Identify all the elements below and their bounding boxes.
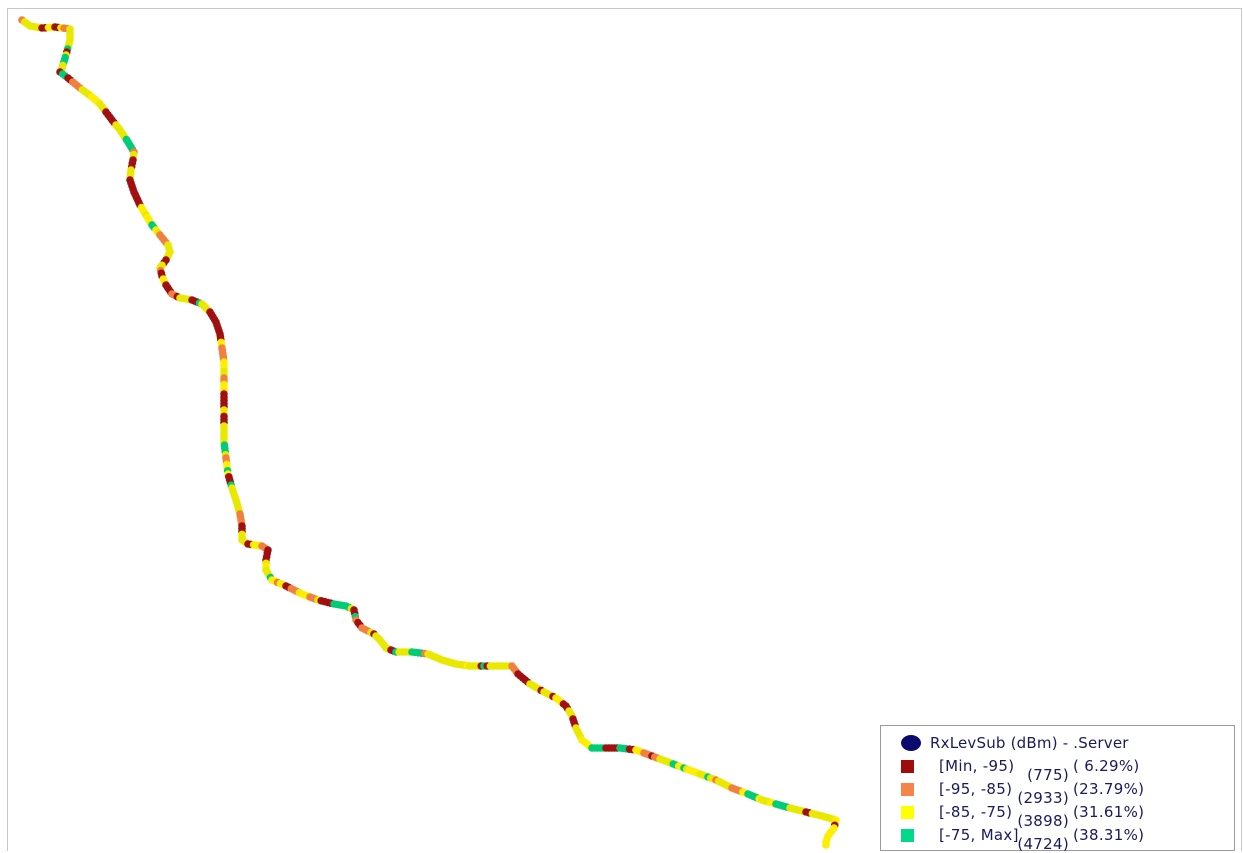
legend-percent: (23.79%): [1073, 780, 1145, 798]
legend-header: RxLevSub (dBm) - .Server: [901, 733, 1129, 753]
legend-count: (3898): [1017, 812, 1069, 830]
legend-range: [Min, -95): [939, 757, 1015, 775]
filled-circle-icon: [901, 735, 921, 751]
map-legend: RxLevSub (dBm) - .Server [Min, -95) (775…: [880, 725, 1235, 853]
legend-count: (775): [1027, 766, 1069, 784]
legend-item-75-max: [-75, Max] (4724) (38.31%): [901, 825, 1144, 853]
route-sample-point: [822, 841, 830, 849]
legend-title: RxLevSub (dBm) - .Server: [930, 734, 1129, 752]
legend-range: [-85, -75): [939, 803, 1013, 821]
legend-count: (4724): [1017, 835, 1069, 853]
legend-range: [-95, -85): [939, 780, 1013, 798]
map-view[interactable]: [7, 8, 1242, 851]
legend-swatch: [901, 828, 914, 842]
legend-item-min-95: [Min, -95) (775) ( 6.29%): [901, 756, 1139, 784]
legend-item-85-75: [-85, -75) (3898) (31.61%): [901, 802, 1144, 830]
legend-swatch: [901, 759, 914, 773]
legend-swatch: [901, 782, 914, 796]
legend-range: [-75, Max]: [939, 826, 1019, 844]
legend-percent: ( 6.29%): [1073, 757, 1140, 775]
legend-count: (2933): [1017, 789, 1069, 807]
legend-percent: (38.31%): [1073, 826, 1145, 844]
legend-percent: (31.61%): [1073, 803, 1145, 821]
route-samples: [18, 16, 840, 849]
legend-item-95-85: [-95, -85) (2933) (23.79%): [901, 779, 1144, 807]
legend-swatch: [901, 805, 914, 819]
